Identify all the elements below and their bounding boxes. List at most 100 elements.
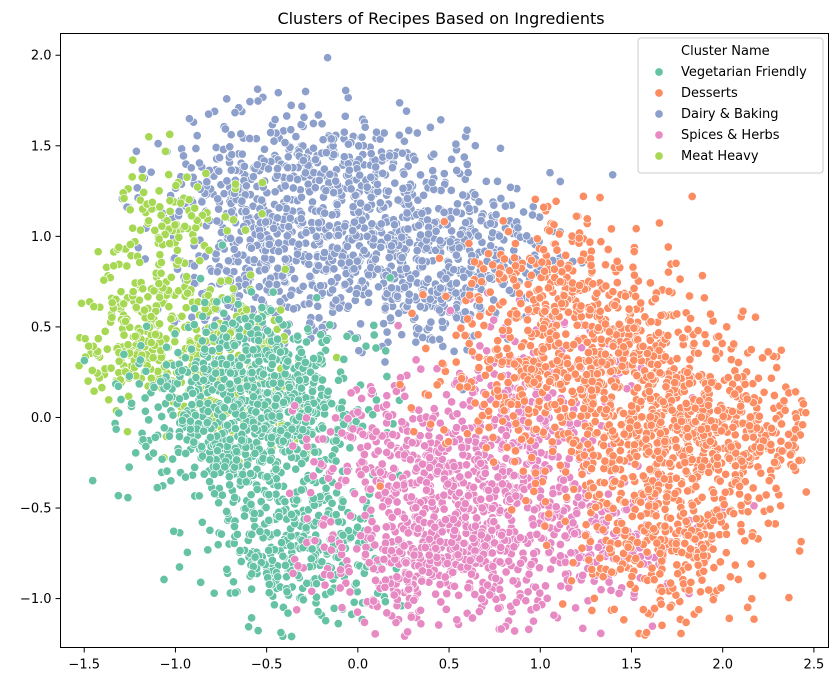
data-point: [296, 485, 306, 495]
data-point: [399, 541, 409, 551]
data-point: [349, 217, 359, 227]
data-point: [157, 221, 167, 231]
data-point: [272, 164, 283, 174]
data-point: [327, 399, 337, 409]
data-point: [154, 234, 164, 244]
data-point: [381, 522, 391, 532]
data-point: [166, 476, 176, 486]
data-point: [234, 331, 244, 342]
data-point: [314, 175, 324, 185]
data-point: [426, 317, 436, 327]
data-point: [247, 569, 257, 579]
data-point: [217, 240, 227, 250]
data-point: [156, 257, 166, 268]
data-point: [199, 469, 209, 479]
data-point: [459, 538, 469, 548]
data-point: [451, 139, 461, 149]
data-point: [309, 457, 319, 467]
data-point: [439, 490, 449, 500]
data-point: [199, 364, 209, 374]
data-point: [294, 239, 304, 249]
data-point: [204, 245, 214, 255]
data-point: [144, 132, 154, 142]
data-point: [178, 151, 189, 161]
data-point: [107, 298, 117, 308]
data-point: [514, 288, 524, 298]
data-point: [439, 207, 449, 217]
data-point: [373, 446, 383, 456]
data-point: [190, 364, 200, 374]
data-point: [165, 196, 175, 206]
data-point: [166, 272, 176, 282]
data-point: [232, 529, 242, 539]
data-point: [275, 347, 285, 357]
data-point: [715, 476, 725, 486]
data-point: [257, 295, 267, 305]
data-point: [189, 320, 199, 330]
data-point: [286, 125, 296, 135]
data-point: [192, 131, 202, 141]
data-point: [87, 365, 97, 376]
data-point: [306, 554, 316, 564]
data-point: [148, 448, 159, 458]
data-point: [350, 489, 360, 499]
data-point: [267, 411, 277, 421]
data-point: [596, 628, 606, 638]
data-point: [795, 546, 805, 556]
data-point: [166, 314, 176, 324]
data-point: [282, 111, 292, 121]
data-point: [452, 165, 462, 176]
data-point: [488, 561, 498, 572]
data-point: [393, 321, 403, 331]
data-point: [350, 333, 360, 343]
data-point: [272, 528, 282, 538]
data-point: [344, 165, 354, 175]
data-point: [724, 613, 734, 623]
data-point: [393, 195, 403, 205]
data-point: [328, 285, 338, 295]
data-point: [128, 287, 138, 297]
data-point: [214, 166, 224, 176]
data-point: [397, 253, 407, 263]
data-point: [416, 605, 426, 615]
data-point: [417, 576, 427, 586]
data-point: [99, 275, 109, 285]
data-point: [331, 510, 341, 520]
data-point: [202, 418, 212, 428]
data-point: [463, 491, 473, 501]
data-point: [370, 629, 380, 639]
data-point: [458, 400, 468, 410]
data-point: [485, 493, 495, 503]
data-point: [155, 250, 165, 260]
data-point: [174, 432, 185, 442]
data-point: [521, 596, 531, 606]
data-point: [124, 371, 134, 381]
data-point: [131, 146, 141, 156]
data-point: [401, 558, 411, 568]
data-point: [371, 343, 381, 353]
data-point: [542, 593, 552, 603]
data-point: [155, 202, 165, 212]
data-point: [504, 556, 514, 566]
data-point: [367, 517, 377, 527]
data-point: [102, 344, 112, 354]
data-point: [403, 161, 413, 171]
data-point: [513, 223, 523, 233]
data-point: [321, 616, 331, 626]
data-point: [454, 488, 464, 498]
data-point: [442, 558, 452, 569]
data-point: [213, 194, 223, 204]
data-point: [417, 566, 427, 576]
data-point: [89, 302, 99, 312]
data-point: [342, 241, 352, 252]
data-point: [462, 159, 472, 170]
data-point: [174, 562, 185, 572]
data-point: [725, 572, 735, 582]
data-point: [446, 185, 456, 195]
data-point: [241, 206, 251, 217]
data-point: [395, 98, 405, 108]
data-point: [528, 616, 539, 626]
data-point: [296, 214, 306, 224]
data-point: [165, 206, 175, 216]
data-point: [404, 237, 415, 248]
